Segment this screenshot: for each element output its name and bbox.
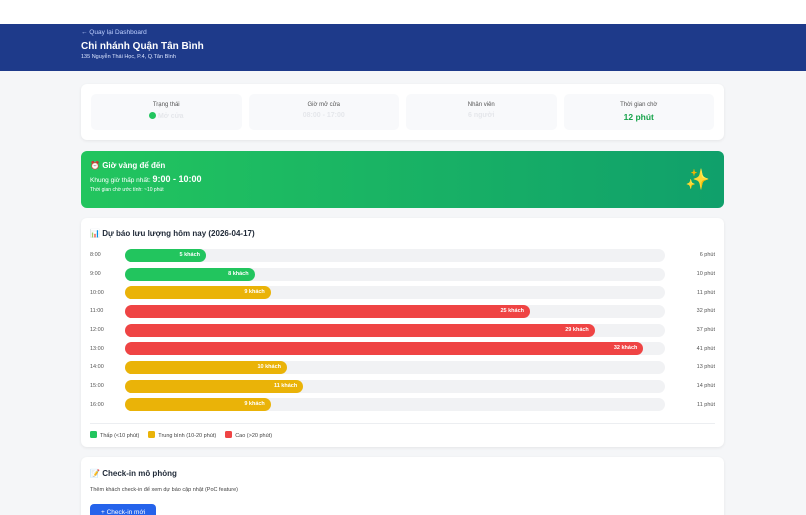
stat-value: 08:00 - 17:00 <box>302 112 345 119</box>
bar-track: 5 khách <box>125 248 665 262</box>
legend-label: Thấp (<10 phút) <box>100 433 140 440</box>
hour-label: 10:00 <box>90 289 104 296</box>
stat-label: Giờ mở cửa <box>307 102 341 108</box>
traffic-bar: 10 khách <box>125 360 287 374</box>
forecast-row: 10:00 9 khách 11 phút <box>90 283 715 302</box>
bar-track: 25 khách <box>125 304 665 318</box>
forecast-row: 13:00 32 khách 41 phút <box>90 339 715 358</box>
bar-track: 9 khách <box>125 398 665 412</box>
legend-swatch-icon <box>90 431 97 439</box>
wait-time: 14 phút <box>696 383 715 390</box>
forecast-rows: 8:00 5 khách 6 phút 9:00 8 khách 10 phút 10:00… <box>90 246 715 414</box>
stat-opening-hours: Giờ mở cửa 08:00 - 17:00 <box>248 94 399 130</box>
bar-track: 29 khách <box>125 323 665 337</box>
top-bar <box>0 0 806 24</box>
wait-time: 6 phút <box>699 252 715 259</box>
forecast-row: 14:00 10 khách 13 phút <box>90 358 715 377</box>
hour-label: 16:00 <box>90 401 104 408</box>
traffic-bar: 5 khách <box>125 248 206 262</box>
forecast-row: 9:00 8 khách 10 phút <box>90 265 715 284</box>
hour-label: 9:00 <box>90 271 101 278</box>
range-value: 9:00 - 10:00 <box>152 174 202 184</box>
legend-item-high: Cao (>20 phút) <box>225 431 272 439</box>
stat-value: Mở cửa <box>157 113 184 120</box>
hour-label: 15:00 <box>90 383 104 390</box>
status-dot-icon <box>148 112 156 119</box>
hour-label: 13:00 <box>90 345 104 352</box>
forecast-title: Dự báo lưu lượng hôm nay (2026-04-17) <box>102 229 255 238</box>
wait-time: 41 phút <box>696 345 715 352</box>
forecast-row: 16:00 9 khách 11 phút <box>90 396 715 415</box>
alarm-clock-icon: ⏰ <box>90 161 100 170</box>
legend: Thấp (<10 phút) Trung bình (10-20 phút) … <box>90 431 715 439</box>
stat-value: 12 phút <box>623 112 654 122</box>
divider <box>90 423 715 425</box>
hour-label: 8:00 <box>90 252 101 259</box>
stat-status: Trạng thái Mở cửa <box>91 94 242 130</box>
legend-item-mid: Trung bình (10-20 phút) <box>148 431 216 439</box>
forecast-row: 15:00 11 khách 14 phút <box>90 377 715 396</box>
bar-track: 10 khách <box>125 360 665 374</box>
branch-address: 135 Nguyễn Thái Học, P.4, Q.Tân Bình <box>81 54 176 60</box>
hour-label: 12:00 <box>90 327 104 334</box>
bar-chart-icon: 📊 <box>90 229 100 238</box>
sparkles-icon: ✨ <box>685 169 710 191</box>
wait-time: 10 phút <box>696 271 715 278</box>
bar-track: 9 khách <box>125 286 665 300</box>
legend-label: Cao (>20 phút) <box>235 433 273 440</box>
memo-icon: 📝 <box>90 469 100 478</box>
traffic-bar: 9 khách <box>125 286 271 300</box>
back-to-dashboard-link[interactable]: ← Quay lại Dashboard <box>81 29 147 36</box>
bar-track: 32 khách <box>125 342 665 356</box>
checkin-card: 📝 Check-in mô phỏng Thêm khách check-in … <box>81 457 724 515</box>
page-header: ← Quay lại Dashboard Chi nhánh Quận Tân … <box>0 24 806 71</box>
forecast-row: 8:00 5 khách 6 phút <box>90 246 715 265</box>
stat-staff: Nhân viên 6 người <box>406 94 557 130</box>
stat-label: Nhân viên <box>467 102 495 108</box>
wait-time: 13 phút <box>696 364 715 371</box>
stat-label: Thời gian chờ <box>620 102 658 108</box>
wait-time: 37 phút <box>696 327 715 334</box>
forecast-row: 11:00 25 khách 32 phút <box>90 302 715 321</box>
hour-label: 11:00 <box>90 308 104 315</box>
traffic-bar: 25 khách <box>125 304 530 318</box>
forecast-row: 12:00 29 khách 37 phút <box>90 321 715 340</box>
range-label: Khung giờ thấp nhất: <box>90 177 151 184</box>
traffic-bar: 29 khách <box>125 323 595 337</box>
wait-time: 11 phút <box>697 289 715 296</box>
golden-hour-title: Giờ vàng để đến <box>102 161 166 170</box>
checkin-description: Thêm khách check-in để xem dự báo cập nh… <box>90 487 238 493</box>
stats-card: Trạng thái Mở cửa Giờ mở cửa 08:00 - 17:… <box>81 84 724 140</box>
legend-label: Trung bình (10-20 phút) <box>158 433 217 440</box>
stat-label: Trạng thái <box>152 102 180 108</box>
bar-track: 8 khách <box>125 267 665 281</box>
forecast-card: 📊 Dự báo lưu lượng hôm nay (2026-04-17) … <box>81 218 724 447</box>
golden-hour-banner: ⏰ Giờ vàng để đến Khung giờ thấp nhất: 9… <box>81 151 724 208</box>
traffic-bar: 32 khách <box>125 342 644 356</box>
wait-estimate: Thời gian chờ ước tính: ~10 phút <box>90 187 164 193</box>
stat-wait-time: Thời gian chờ 12 phút <box>563 94 714 130</box>
legend-swatch-icon <box>148 431 156 439</box>
traffic-bar: 8 khách <box>125 267 255 281</box>
hour-label: 14:00 <box>90 364 104 371</box>
new-checkin-button[interactable]: + Check-in mới <box>90 504 157 515</box>
wait-time: 11 phút <box>697 401 715 408</box>
traffic-bar: 11 khách <box>125 379 304 393</box>
checkin-title: Check-in mô phỏng <box>102 469 177 478</box>
legend-item-low: Thấp (<10 phút) <box>90 431 139 439</box>
bar-track: 11 khách <box>125 379 665 393</box>
legend-swatch-icon <box>225 431 233 439</box>
branch-title: Chi nhánh Quận Tân Bình <box>81 41 204 52</box>
stat-value: 6 người <box>468 112 495 119</box>
wait-time: 32 phút <box>696 308 715 315</box>
traffic-bar: 9 khách <box>125 398 271 412</box>
